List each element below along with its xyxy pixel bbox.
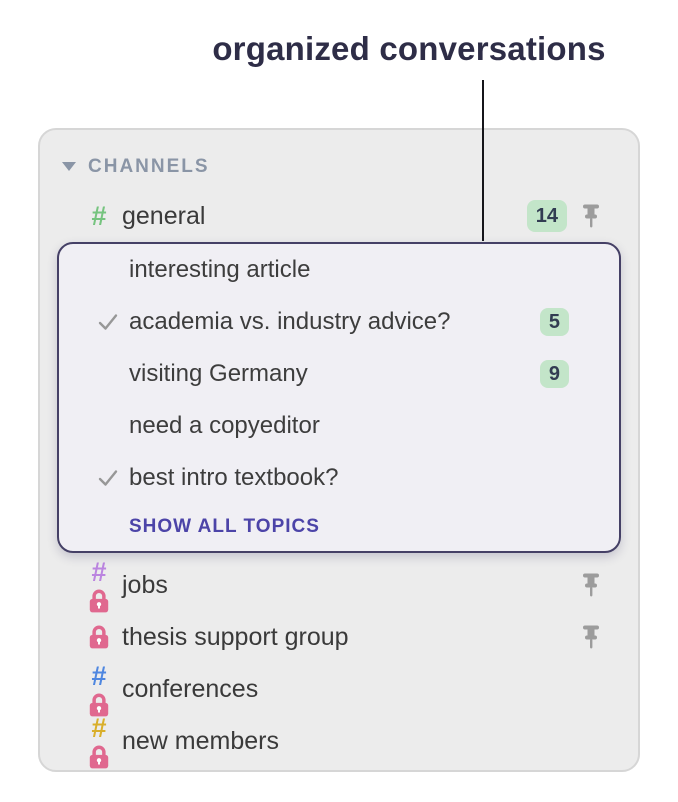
channel-row-new-members[interactable]: # new members <box>40 712 638 768</box>
annotation-connector-line <box>482 80 484 241</box>
pin-icon <box>583 204 599 228</box>
topic-name: academia vs. industry advice? <box>129 308 451 335</box>
channel-lock-icon <box>89 745 109 768</box>
collapse-triangle-icon <box>62 162 76 171</box>
channel-row-conferences[interactable]: # conferences <box>40 660 638 716</box>
channel-hash-icon: # <box>91 660 107 691</box>
channel-lock-icon <box>89 693 109 716</box>
show-all-topics-row: SHOW ALL TOPICS <box>59 504 619 550</box>
channel-hash-icon: # <box>91 712 107 743</box>
channel-name: general <box>122 201 206 230</box>
topic-row[interactable]: academia vs. industry advice? 5 <box>59 296 619 348</box>
channels-section-header[interactable]: CHANNELS <box>40 144 638 190</box>
topic-name: need a copyeditor <box>129 412 320 439</box>
topic-name: interesting article <box>129 256 311 283</box>
topic-row[interactable]: need a copyeditor <box>59 400 619 452</box>
unread-count-badge: 9 <box>539 360 569 388</box>
show-all-topics-link[interactable]: SHOW ALL TOPICS <box>129 516 320 537</box>
channel-name: conferences <box>122 674 259 703</box>
channel-hash-icon: # <box>91 200 107 231</box>
read-check-icon <box>98 470 118 486</box>
channel-lock-icon <box>89 589 109 612</box>
channel-row-thesis-support-group[interactable]: # thesis support group <box>40 611 638 663</box>
topic-row[interactable]: visiting Germany 9 <box>59 348 619 400</box>
read-check-icon <box>98 314 118 330</box>
channels-section-label: CHANNELS <box>88 156 210 177</box>
topic-name: best intro textbook? <box>129 464 339 491</box>
topic-row[interactable]: interesting article <box>59 244 619 296</box>
annotation-title: organized conversations <box>212 30 606 67</box>
channel-row-jobs[interactable]: # jobs <box>40 556 638 612</box>
pin-icon <box>583 625 599 649</box>
channel-name: new members <box>122 726 279 755</box>
channel-row-general[interactable]: # general 14 <box>40 190 638 242</box>
unread-count-badge: 14 <box>526 200 567 232</box>
channel-hash-icon: # <box>91 556 107 587</box>
topic-row[interactable]: best intro textbook? <box>59 452 619 504</box>
topic-name: visiting Germany <box>129 360 308 387</box>
topics-box: interesting article academia vs. industr… <box>57 242 621 553</box>
unread-count-badge: 5 <box>539 308 569 336</box>
channel-name: jobs <box>122 570 168 599</box>
pin-icon <box>583 573 599 597</box>
channel-lock-icon <box>89 625 109 649</box>
channel-name: thesis support group <box>122 622 349 651</box>
channels-panel: CHANNELS # general 14 interesting articl… <box>38 128 640 772</box>
